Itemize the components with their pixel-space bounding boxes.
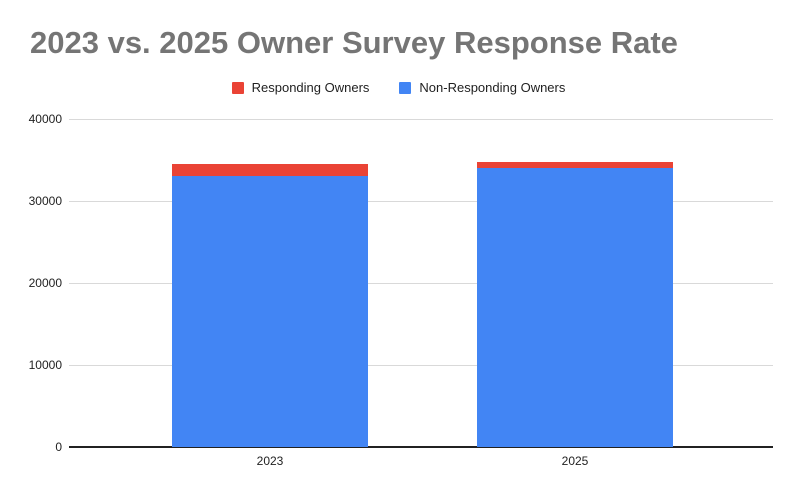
legend: Responding Owners Non-Responding Owners	[0, 80, 797, 95]
gridline-10000	[69, 365, 773, 366]
y-tick-label-40000: 40000	[28, 112, 62, 126]
legend-label-non-responding-owners: Non-Responding Owners	[419, 80, 566, 95]
gridline-40000	[69, 119, 773, 120]
bar-segment-2025-non-responding-owners	[477, 168, 673, 447]
x-tick-label-2025: 2025	[561, 454, 589, 468]
gridline-20000	[69, 283, 773, 284]
y-tick-label-0: 0	[55, 440, 62, 454]
gridline-30000	[69, 201, 773, 202]
bar-segment-2023-responding-owners	[172, 164, 368, 176]
legend-item-responding-owners: Responding Owners	[231, 80, 370, 95]
x-tick-label-2023: 2023	[256, 454, 284, 468]
x-axis-baseline	[69, 446, 773, 448]
legend-label-responding-owners: Responding Owners	[251, 80, 370, 95]
y-tick-label-30000: 30000	[28, 194, 62, 208]
y-tick-label-20000: 20000	[28, 276, 62, 290]
y-tick-label-10000: 10000	[28, 358, 62, 372]
bar-segment-2025-responding-owners	[477, 162, 673, 169]
bar-segment-2023-non-responding-owners	[172, 175, 368, 447]
legend-swatch-non-responding-owners-icon	[399, 81, 412, 94]
chart-title: 2023 vs. 2025 Owner Survey Response Rate	[30, 25, 678, 60]
legend-item-non-responding-owners: Non-Responding Owners	[399, 80, 565, 95]
legend-swatch-responding-owners-icon	[231, 81, 244, 94]
